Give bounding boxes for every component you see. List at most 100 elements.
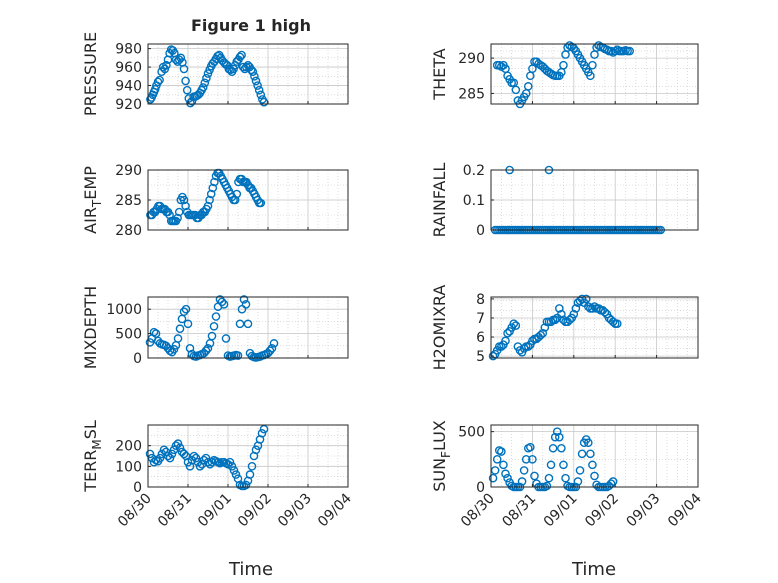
data-point: [202, 73, 211, 83]
data-point: [250, 72, 259, 81]
axes-box: [147, 43, 349, 105]
data-point: [253, 81, 262, 90]
axes-box: [490, 296, 699, 359]
data-point: [254, 85, 264, 95]
data-point: [511, 85, 521, 95]
axes-box: [147, 296, 349, 359]
y-tick-label: 0: [133, 480, 142, 496]
data-point: [174, 207, 184, 217]
data-point: [259, 424, 269, 434]
data-point: [612, 45, 622, 54]
data-point: [497, 342, 506, 351]
subplot-mixdepth: 0 500 1000 MIXDEPTH: [81, 286, 349, 369]
axes-box: [490, 424, 699, 488]
x-tick-label: 09/01: [195, 491, 235, 531]
data-point: [181, 201, 190, 211]
y-tick-label: 980: [115, 42, 142, 58]
data-point: [542, 481, 552, 491]
data-point: [247, 462, 257, 471]
data-point: [523, 82, 533, 91]
data-point: [207, 457, 217, 467]
axes-box: [490, 43, 699, 105]
data-point: [173, 439, 183, 448]
y-tick-label: 0.2: [463, 163, 485, 179]
data-point: [608, 317, 618, 327]
data-point: [497, 447, 506, 456]
data-point: [550, 432, 560, 442]
axes-box: [147, 424, 349, 488]
data-point: [201, 453, 211, 463]
data-point: [571, 304, 581, 313]
x-tick-label: 09/04: [315, 490, 355, 530]
data-point: [606, 46, 616, 56]
data-point: [251, 445, 261, 455]
data-point: [575, 466, 585, 475]
data-point: [536, 330, 545, 340]
data-point: [608, 477, 618, 486]
data-point: [528, 336, 537, 346]
x-tick-label: 09/03: [275, 491, 315, 531]
data-point: [517, 477, 527, 486]
x-tick-label: 09/04: [665, 490, 705, 530]
y-tick-label: 6: [476, 330, 485, 346]
x-tick-label: 08/30: [115, 491, 155, 531]
data-point: [191, 453, 201, 463]
y-tick-label: 285: [458, 86, 485, 102]
data-point: [490, 466, 500, 475]
data-point: [583, 438, 593, 448]
data-point: [239, 295, 249, 304]
data-point: [241, 300, 251, 309]
data-point: [146, 95, 155, 104]
data-point: [241, 480, 251, 490]
data-point: [559, 60, 568, 70]
data-point: [235, 52, 245, 62]
x-tick-label: 09/03: [624, 491, 664, 531]
data-point: [565, 315, 574, 325]
data-point: [590, 302, 599, 311]
data-point: [600, 307, 610, 317]
data-point: [243, 319, 253, 329]
data-point: [488, 473, 498, 483]
data-point: [165, 346, 175, 355]
y-tick-label: 500: [458, 425, 485, 441]
data-point: [577, 449, 587, 459]
data-point: [501, 336, 510, 346]
data-point: [149, 327, 159, 337]
data-point: [189, 451, 199, 461]
y-axis-label: RAINFALL: [430, 163, 449, 238]
data-point: [588, 460, 597, 470]
data-point: [269, 339, 279, 348]
data-point: [205, 195, 214, 205]
data-point: [175, 324, 185, 334]
data-point: [594, 41, 603, 50]
data-point: [181, 304, 191, 314]
y-tick-label: 200: [115, 439, 142, 455]
data-point: [175, 443, 185, 453]
data-point: [153, 77, 163, 87]
data-point: [544, 473, 554, 483]
data-point: [503, 473, 512, 483]
y-tick-label: 940: [115, 79, 142, 95]
data-point: [155, 453, 165, 463]
data-point: [221, 334, 231, 343]
data-point: [185, 343, 195, 353]
data-point: [238, 62, 248, 72]
data-point: [561, 473, 570, 483]
data-point: [494, 60, 504, 70]
data-point: [176, 53, 186, 63]
data-point: [235, 319, 245, 329]
data-point: [167, 449, 177, 459]
y-tick-label: 8: [476, 292, 485, 308]
data-point: [519, 466, 529, 475]
data-point: [588, 304, 597, 313]
subplot-rainfall: 0 0.1 0.2 RAINFALL: [430, 163, 699, 239]
subplot-pressure: 920 940 960 980 PRESSURE: [81, 32, 349, 116]
data-point: [610, 46, 620, 56]
data-point: [548, 443, 558, 453]
data-point: [555, 304, 564, 313]
y-tick-label: 5: [476, 349, 485, 365]
data-point: [230, 195, 240, 205]
data-point: [538, 328, 548, 338]
